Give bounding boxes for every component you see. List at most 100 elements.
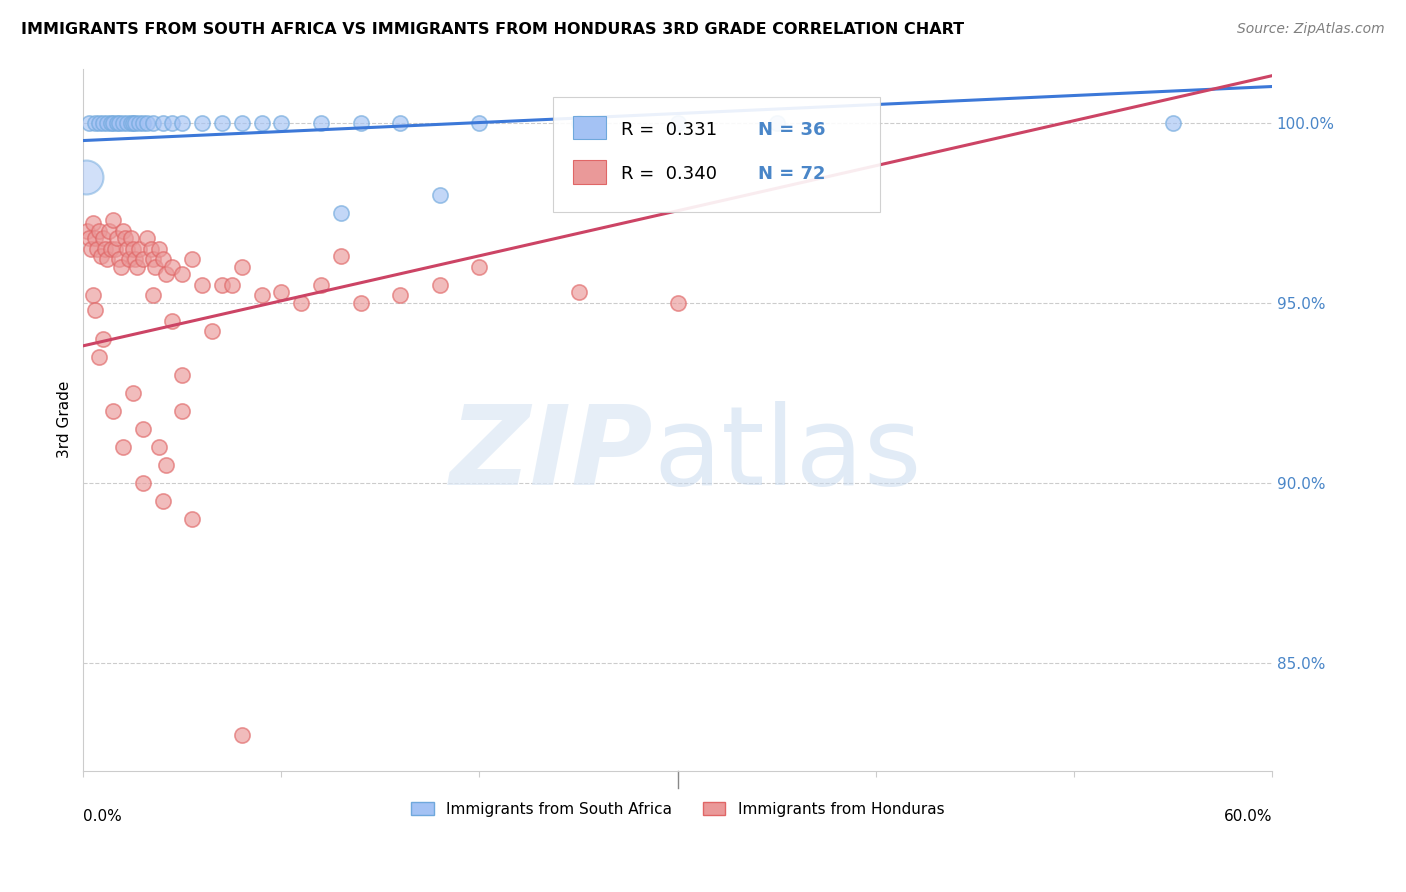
- FancyBboxPatch shape: [574, 160, 606, 184]
- Point: [142, 252, 165, 267]
- Point: [76, 223, 98, 237]
- Point: [132, 422, 155, 436]
- Point: [121, 385, 143, 400]
- Text: N = 36: N = 36: [758, 120, 825, 138]
- Point: [108, 252, 131, 267]
- Point: [121, 242, 143, 256]
- Point: [105, 115, 128, 129]
- Point: [567, 115, 589, 129]
- Point: [111, 223, 134, 237]
- Text: atlas: atlas: [654, 401, 922, 508]
- Point: [100, 115, 122, 129]
- Point: [135, 231, 157, 245]
- Point: [181, 252, 204, 267]
- Point: [172, 403, 194, 417]
- Point: [91, 231, 114, 245]
- Point: [172, 115, 194, 129]
- Point: [89, 223, 111, 237]
- Point: [101, 212, 124, 227]
- Point: [115, 115, 138, 129]
- Point: [329, 205, 352, 219]
- Text: IMMIGRANTS FROM SOUTH AFRICA VS IMMIGRANTS FROM HONDURAS 3RD GRADE CORRELATION C: IMMIGRANTS FROM SOUTH AFRICA VS IMMIGRAN…: [21, 22, 965, 37]
- Point: [124, 252, 146, 267]
- Point: [329, 249, 352, 263]
- Point: [191, 115, 214, 129]
- Point: [155, 458, 177, 472]
- Text: R =  0.340: R = 0.340: [620, 165, 717, 183]
- Point: [98, 223, 121, 237]
- Point: [101, 115, 124, 129]
- Point: [290, 295, 312, 310]
- Point: [142, 288, 165, 302]
- Point: [349, 115, 371, 129]
- Point: [148, 440, 170, 454]
- Point: [115, 242, 138, 256]
- Point: [468, 115, 491, 129]
- Point: [231, 115, 253, 129]
- Point: [162, 313, 184, 327]
- Point: [89, 115, 111, 129]
- Point: [309, 115, 332, 129]
- Point: [429, 277, 451, 292]
- Point: [181, 511, 204, 525]
- Text: 60.0%: 60.0%: [1223, 809, 1272, 824]
- Point: [77, 231, 100, 245]
- Point: [84, 231, 107, 245]
- Point: [155, 267, 177, 281]
- Point: [567, 285, 589, 299]
- Point: [121, 115, 143, 129]
- Point: [139, 242, 162, 256]
- Point: [104, 242, 127, 256]
- Point: [172, 267, 194, 281]
- Point: [162, 115, 184, 129]
- Point: [152, 493, 174, 508]
- Point: [108, 115, 131, 129]
- Text: 0.0%: 0.0%: [83, 809, 122, 824]
- Point: [143, 260, 166, 274]
- Point: [309, 277, 332, 292]
- Point: [110, 260, 132, 274]
- Point: [118, 252, 141, 267]
- Point: [152, 252, 174, 267]
- Point: [77, 115, 100, 129]
- Point: [96, 252, 118, 267]
- Point: [80, 242, 103, 256]
- Point: [128, 115, 150, 129]
- Point: [84, 115, 107, 129]
- Point: [89, 350, 111, 364]
- Point: [211, 115, 233, 129]
- Point: [162, 260, 184, 274]
- Y-axis label: 3rd Grade: 3rd Grade: [58, 381, 72, 458]
- Point: [666, 115, 689, 129]
- Point: [270, 115, 292, 129]
- Point: [82, 288, 104, 302]
- Point: [82, 216, 104, 230]
- Point: [1161, 115, 1184, 129]
- Text: R =  0.331: R = 0.331: [620, 120, 717, 138]
- Point: [468, 260, 491, 274]
- Point: [84, 302, 107, 317]
- Point: [120, 231, 142, 245]
- Point: [250, 115, 273, 129]
- Point: [90, 249, 112, 263]
- Legend: Immigrants from South Africa, Immigrants from Honduras: Immigrants from South Africa, Immigrants…: [405, 796, 950, 822]
- Point: [211, 277, 233, 292]
- Point: [135, 115, 157, 129]
- FancyBboxPatch shape: [574, 116, 606, 139]
- Point: [429, 187, 451, 202]
- Point: [91, 332, 114, 346]
- Point: [128, 242, 150, 256]
- Point: [201, 325, 224, 339]
- Point: [172, 368, 194, 382]
- Point: [132, 252, 155, 267]
- Text: Source: ZipAtlas.com: Source: ZipAtlas.com: [1237, 22, 1385, 37]
- Text: ZIP: ZIP: [450, 401, 654, 508]
- Point: [666, 295, 689, 310]
- Point: [86, 242, 108, 256]
- Point: [124, 115, 146, 129]
- Point: [231, 728, 253, 742]
- Point: [132, 475, 155, 490]
- Point: [142, 115, 165, 129]
- Point: [75, 169, 97, 184]
- Point: [389, 115, 412, 129]
